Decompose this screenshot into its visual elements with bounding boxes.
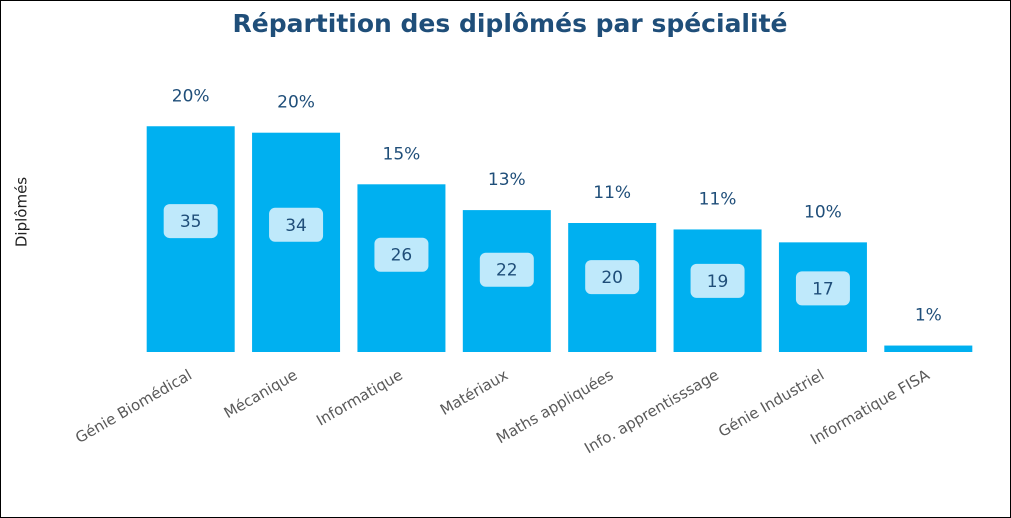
value-label-box bbox=[795, 271, 850, 306]
value-label-box bbox=[163, 204, 218, 239]
value-label: 19 bbox=[707, 272, 729, 292]
value-label-box bbox=[690, 263, 745, 298]
percent-label: 1% bbox=[915, 306, 942, 326]
value-label: 34 bbox=[285, 216, 307, 236]
value-label: 20 bbox=[601, 268, 623, 288]
percent-label: 11% bbox=[699, 189, 737, 209]
value-label-box bbox=[374, 237, 429, 272]
percent-label: 11% bbox=[593, 183, 631, 203]
value-label-box bbox=[269, 207, 324, 242]
percent-label: 20% bbox=[172, 86, 210, 106]
value-label: 26 bbox=[391, 246, 413, 266]
percent-label: 10% bbox=[804, 202, 842, 222]
value-label: 17 bbox=[812, 279, 834, 299]
y-axis-label: Diplômés bbox=[13, 177, 31, 247]
percent-label: 15% bbox=[383, 144, 421, 164]
bar bbox=[884, 345, 973, 352]
bar bbox=[146, 126, 235, 352]
bar bbox=[252, 132, 341, 352]
value-label-box bbox=[479, 252, 534, 287]
value-label: 22 bbox=[496, 261, 518, 281]
value-label-box bbox=[585, 260, 640, 295]
percent-label: 13% bbox=[488, 170, 526, 190]
chart-title: Répartition des diplômés par spécialité bbox=[233, 9, 788, 38]
value-label: 35 bbox=[180, 212, 202, 232]
percent-label: 20% bbox=[277, 93, 315, 113]
